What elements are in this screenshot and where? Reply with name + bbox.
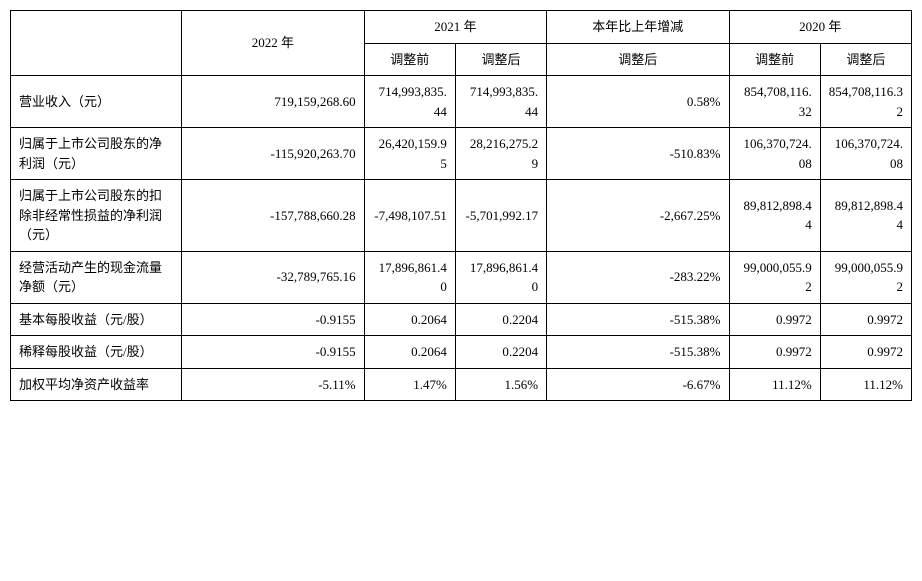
cell-value: 26,420,159.95 — [364, 128, 455, 180]
cell-value: 0.9972 — [820, 303, 911, 336]
cell-value: 0.9972 — [820, 336, 911, 369]
table-row: 经营活动产生的现金流量净额（元） -32,789,765.16 17,896,8… — [11, 251, 912, 303]
cell-value: 719,159,268.60 — [182, 76, 364, 128]
row-label: 归属于上市公司股东的扣除非经常性损益的净利润（元） — [11, 180, 182, 252]
financial-table: 2022 年 2021 年 本年比上年增减 2020 年 调整前 调整后 调整后… — [10, 10, 912, 401]
cell-value: 0.9972 — [729, 303, 820, 336]
cell-value: 0.58% — [547, 76, 729, 128]
cell-value: 106,370,724.08 — [729, 128, 820, 180]
header-2021-before: 调整前 — [364, 43, 455, 76]
cell-value: 106,370,724.08 — [820, 128, 911, 180]
cell-value: -5.11% — [182, 368, 364, 401]
header-2021-after: 调整后 — [455, 43, 546, 76]
row-label: 营业收入（元） — [11, 76, 182, 128]
cell-value: 0.2064 — [364, 336, 455, 369]
row-label: 经营活动产生的现金流量净额（元） — [11, 251, 182, 303]
cell-value: 0.9972 — [729, 336, 820, 369]
header-row-1: 2022 年 2021 年 本年比上年增减 2020 年 — [11, 11, 912, 44]
table-header: 2022 年 2021 年 本年比上年增减 2020 年 调整前 调整后 调整后… — [11, 11, 912, 76]
cell-value: 11.12% — [820, 368, 911, 401]
header-2020: 2020 年 — [729, 11, 911, 44]
cell-value: 714,993,835.44 — [455, 76, 546, 128]
cell-value: -5,701,992.17 — [455, 180, 546, 252]
cell-value: -32,789,765.16 — [182, 251, 364, 303]
row-label: 基本每股收益（元/股） — [11, 303, 182, 336]
cell-value: 17,896,861.40 — [455, 251, 546, 303]
table-row: 归属于上市公司股东的扣除非经常性损益的净利润（元） -157,788,660.2… — [11, 180, 912, 252]
header-2021: 2021 年 — [364, 11, 546, 44]
table-row: 稀释每股收益（元/股） -0.9155 0.2064 0.2204 -515.3… — [11, 336, 912, 369]
header-blank — [11, 11, 182, 76]
cell-value: 99,000,055.92 — [729, 251, 820, 303]
cell-value: 854,708,116.32 — [729, 76, 820, 128]
cell-value: 0.2204 — [455, 303, 546, 336]
cell-value: -283.22% — [547, 251, 729, 303]
cell-value: 1.56% — [455, 368, 546, 401]
cell-value: 714,993,835.44 — [364, 76, 455, 128]
table-row: 基本每股收益（元/股） -0.9155 0.2064 0.2204 -515.3… — [11, 303, 912, 336]
header-2020-before: 调整前 — [729, 43, 820, 76]
cell-value: -6.67% — [547, 368, 729, 401]
row-label: 加权平均净资产收益率 — [11, 368, 182, 401]
cell-value: -510.83% — [547, 128, 729, 180]
cell-value: -515.38% — [547, 336, 729, 369]
header-yoy-after: 调整后 — [547, 43, 729, 76]
table-row: 加权平均净资产收益率 -5.11% 1.47% 1.56% -6.67% 11.… — [11, 368, 912, 401]
table-row: 归属于上市公司股东的净利润（元） -115,920,263.70 26,420,… — [11, 128, 912, 180]
cell-value: -157,788,660.28 — [182, 180, 364, 252]
header-2022: 2022 年 — [182, 11, 364, 76]
header-yoy: 本年比上年增减 — [547, 11, 729, 44]
cell-value: 89,812,898.44 — [820, 180, 911, 252]
table-row: 营业收入（元） 719,159,268.60 714,993,835.44 71… — [11, 76, 912, 128]
cell-value: 99,000,055.92 — [820, 251, 911, 303]
cell-value: -515.38% — [547, 303, 729, 336]
cell-value: 89,812,898.44 — [729, 180, 820, 252]
cell-value: 0.2064 — [364, 303, 455, 336]
row-label: 稀释每股收益（元/股） — [11, 336, 182, 369]
table-body: 营业收入（元） 719,159,268.60 714,993,835.44 71… — [11, 76, 912, 401]
cell-value: -2,667.25% — [547, 180, 729, 252]
cell-value: 11.12% — [729, 368, 820, 401]
cell-value: 28,216,275.29 — [455, 128, 546, 180]
row-label: 归属于上市公司股东的净利润（元） — [11, 128, 182, 180]
cell-value: -0.9155 — [182, 336, 364, 369]
header-2020-after: 调整后 — [820, 43, 911, 76]
cell-value: 0.2204 — [455, 336, 546, 369]
cell-value: -115,920,263.70 — [182, 128, 364, 180]
cell-value: -7,498,107.51 — [364, 180, 455, 252]
cell-value: 1.47% — [364, 368, 455, 401]
cell-value: -0.9155 — [182, 303, 364, 336]
cell-value: 17,896,861.40 — [364, 251, 455, 303]
cell-value: 854,708,116.32 — [820, 76, 911, 128]
